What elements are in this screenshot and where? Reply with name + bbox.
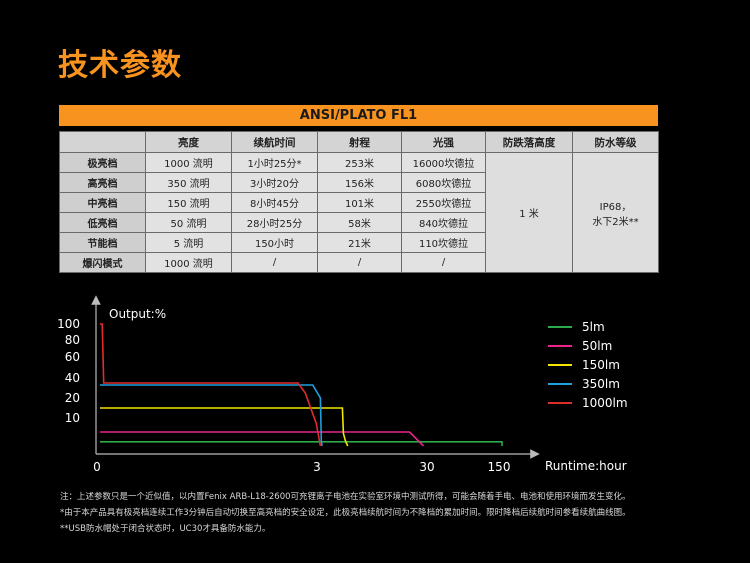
header-waterproof: 防水等级 xyxy=(572,131,659,153)
brightness-cell: 50 流明 xyxy=(145,212,232,233)
y-tick-label: 40 xyxy=(65,371,80,385)
series-line-350lm xyxy=(100,384,323,447)
table-row: 低亮档 50 流明 28小时25分 58米 840坎德拉 xyxy=(59,212,659,233)
intensity-cell: 840坎德拉 xyxy=(401,212,486,233)
brightness-cell: 1000 流明 xyxy=(145,252,232,273)
drop-height-cell: 1 米 xyxy=(485,152,573,273)
waterproof-cell: IP68， 水下2米** xyxy=(572,152,659,273)
intensity-cell: 16000坎德拉 xyxy=(401,152,486,173)
range-cell: 21米 xyxy=(317,232,402,253)
brightness-cell: 1000 流明 xyxy=(145,152,232,173)
standard-banner: ANSI/PLATO FL1 xyxy=(59,105,658,126)
mode-name: 中亮档 xyxy=(59,192,146,213)
footnote-waterproof: **USB防水帽处于闭合状态时，UC30才具备防水能力。 xyxy=(60,524,271,534)
y-tick-label: 100 xyxy=(57,317,80,331)
mode-name: 极亮档 xyxy=(59,152,146,173)
page-title: 技术参数 xyxy=(58,48,182,83)
mode-name: 低亮档 xyxy=(59,212,146,233)
runtime-cell: / xyxy=(231,252,318,273)
legend-label: 1000lm xyxy=(582,396,628,410)
footnote-general: 注：上述参数只是一个近似值，以内置Fenix ARB-L18-2600可充锂离子… xyxy=(60,492,631,502)
x-axis-label: Runtime:hour xyxy=(545,459,627,473)
runtime-chart: Output:% Runtime:hour 10 20 40 60 80 100 0 3 30… xyxy=(57,295,628,474)
x-tick-label: 3 xyxy=(313,460,321,474)
series-line-50lm xyxy=(100,431,425,447)
y-tick-label: 10 xyxy=(65,411,80,425)
header-brightness: 亮度 xyxy=(145,131,232,153)
mode-name: 节能档 xyxy=(59,232,146,253)
x-tick-label: 150 xyxy=(488,460,511,474)
brightness-cell: 150 流明 xyxy=(145,192,232,213)
brightness-cell: 5 流明 xyxy=(145,232,232,253)
range-cell: 58米 xyxy=(317,212,402,233)
mode-name: 高亮档 xyxy=(59,172,146,193)
series-line-5lm xyxy=(100,441,503,446)
footnotes: 注：上述参数只是一个近似值，以内置Fenix ARB-L18-2600可充锂离子… xyxy=(60,489,631,537)
range-cell: 101米 xyxy=(317,192,402,213)
range-cell: 253米 xyxy=(317,152,402,173)
series-line-150lm xyxy=(100,407,349,447)
footnote-turbo: *由于本产品具有极亮档连续工作3分钟后自动切换至高亮档的安全设定，此极亮档续航时… xyxy=(60,508,631,518)
intensity-cell: 110坎德拉 xyxy=(401,232,486,253)
runtime-cell: 8小时45分 xyxy=(231,192,318,213)
mode-name: 爆闪模式 xyxy=(59,252,146,273)
y-axis-label: Output:% xyxy=(109,307,166,321)
waterproof-depth: 水下2米** xyxy=(592,216,639,228)
runtime-cell: 3小时20分 xyxy=(231,172,318,193)
x-tick-label: 0 xyxy=(93,460,101,474)
range-cell: / xyxy=(317,252,402,273)
runtime-cell: 1小时25分* xyxy=(231,152,318,173)
header-range: 射程 xyxy=(317,131,402,153)
runtime-cell: 150小时 xyxy=(231,232,318,253)
table-header-row: 亮度 续航时间 射程 光强 防跌落高度 防水等级 xyxy=(59,131,659,153)
header-cell xyxy=(59,131,146,153)
series-line-1000lm xyxy=(100,323,322,447)
spec-table: 亮度 续航时间 射程 光强 防跌落高度 防水等级 极亮档 1000 流明 1小时… xyxy=(59,131,659,273)
header-intensity: 光强 xyxy=(401,131,486,153)
brightness-cell: 350 流明 xyxy=(145,172,232,193)
table-row: 爆闪模式 1000 流明 / / / xyxy=(59,252,659,273)
intensity-cell: 2550坎德拉 xyxy=(401,192,486,213)
legend-label: 350lm xyxy=(582,377,620,391)
table-row: 节能档 5 流明 150小时 21米 110坎德拉 xyxy=(59,232,659,253)
y-tick-label: 80 xyxy=(65,333,80,347)
legend-label: 5lm xyxy=(582,320,605,334)
table-row: 中亮档 150 流明 8小时45分 101米 2550坎德拉 xyxy=(59,192,659,213)
legend-label: 150lm xyxy=(582,358,620,372)
header-runtime: 续航时间 xyxy=(231,131,318,153)
intensity-cell: / xyxy=(401,252,486,273)
table-row: 极亮档 1000 流明 1小时25分* 253米 16000坎德拉 1 米 IP… xyxy=(59,152,659,273)
legend-label: 50lm xyxy=(582,339,612,353)
runtime-cell: 28小时25分 xyxy=(231,212,318,233)
y-tick-label: 20 xyxy=(65,391,80,405)
intensity-cell: 6080坎德拉 xyxy=(401,172,486,193)
header-drop-height: 防跌落高度 xyxy=(485,131,573,153)
y-tick-label: 60 xyxy=(65,350,80,364)
range-cell: 156米 xyxy=(317,172,402,193)
waterproof-rating: IP68， xyxy=(599,201,632,213)
x-tick-label: 30 xyxy=(419,460,434,474)
